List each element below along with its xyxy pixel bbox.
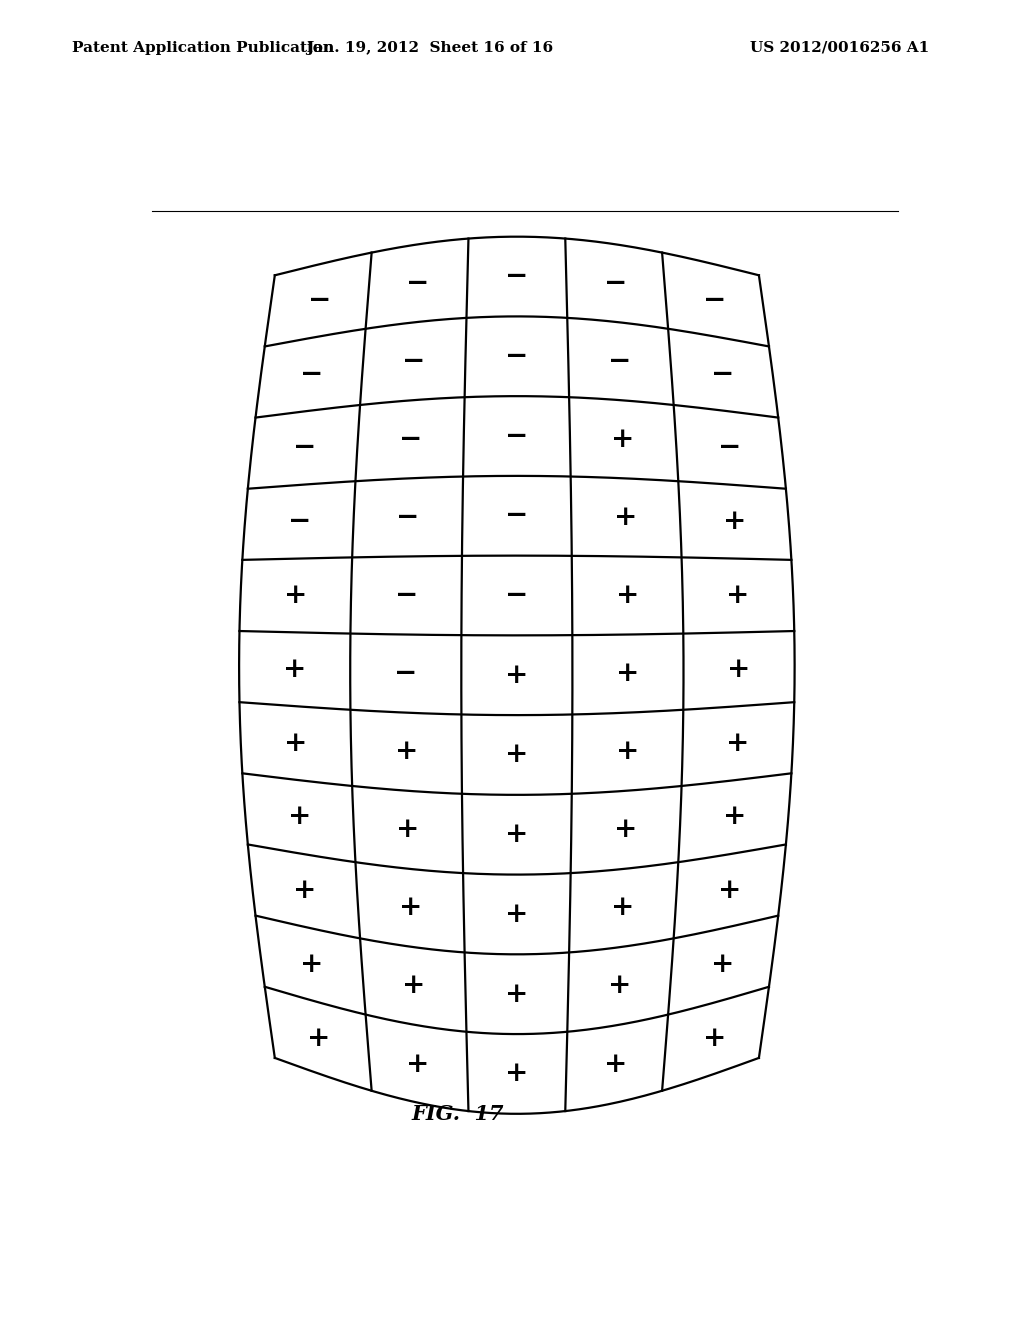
Text: FIG.  17: FIG. 17	[411, 1104, 504, 1123]
Text: +: +	[396, 816, 420, 843]
Text: +: +	[505, 902, 528, 928]
Text: +: +	[611, 426, 635, 453]
Text: +: +	[711, 950, 734, 978]
Text: −: −	[399, 426, 422, 453]
Text: −: −	[288, 508, 311, 535]
Text: +: +	[615, 738, 639, 766]
Text: +: +	[718, 878, 741, 904]
Text: −: −	[604, 269, 628, 297]
Text: −: −	[505, 422, 528, 450]
Text: +: +	[505, 1060, 528, 1088]
Text: +: +	[288, 804, 311, 830]
Text: −: −	[394, 582, 418, 609]
Text: +: +	[505, 821, 528, 849]
Text: +: +	[505, 742, 528, 768]
Text: −: −	[505, 582, 528, 609]
Text: +: +	[300, 950, 323, 978]
Text: −: −	[307, 286, 331, 314]
Text: +: +	[616, 660, 640, 688]
Text: −: −	[293, 434, 316, 462]
Text: −: −	[711, 360, 734, 388]
Text: +: +	[614, 816, 637, 843]
Text: +: +	[702, 1024, 726, 1052]
Text: +: +	[505, 661, 528, 689]
Text: −: −	[608, 347, 631, 375]
Text: −: −	[396, 504, 420, 531]
Text: +: +	[283, 656, 306, 682]
Text: +: +	[407, 1051, 430, 1077]
Text: −: −	[505, 502, 528, 529]
Text: +: +	[394, 738, 418, 766]
Text: +: +	[611, 895, 635, 921]
Text: +: +	[604, 1051, 628, 1077]
Text: US 2012/0016256 A1: US 2012/0016256 A1	[750, 41, 930, 54]
Text: −: −	[505, 263, 528, 290]
Text: +: +	[723, 804, 746, 830]
Text: +: +	[726, 582, 750, 609]
Text: +: +	[723, 508, 746, 535]
Text: +: +	[726, 730, 750, 756]
Text: +: +	[284, 582, 307, 609]
Text: −: −	[702, 286, 726, 314]
Text: −: −	[300, 360, 323, 388]
Text: Patent Application Publication: Patent Application Publication	[72, 41, 334, 54]
Text: −: −	[402, 347, 426, 375]
Text: −: −	[505, 343, 528, 370]
Text: +: +	[284, 730, 307, 756]
Text: −: −	[394, 660, 418, 688]
Text: −: −	[407, 269, 430, 297]
Text: Jan. 19, 2012  Sheet 16 of 16: Jan. 19, 2012 Sheet 16 of 16	[306, 41, 554, 54]
Text: +: +	[399, 895, 422, 921]
Text: +: +	[614, 504, 637, 531]
Text: +: +	[293, 878, 316, 904]
Text: +: +	[608, 973, 632, 999]
Text: +: +	[727, 656, 751, 682]
Text: −: −	[718, 434, 740, 462]
Text: +: +	[307, 1024, 331, 1052]
Text: +: +	[505, 981, 528, 1007]
Text: +: +	[402, 973, 426, 999]
Text: +: +	[615, 582, 639, 609]
